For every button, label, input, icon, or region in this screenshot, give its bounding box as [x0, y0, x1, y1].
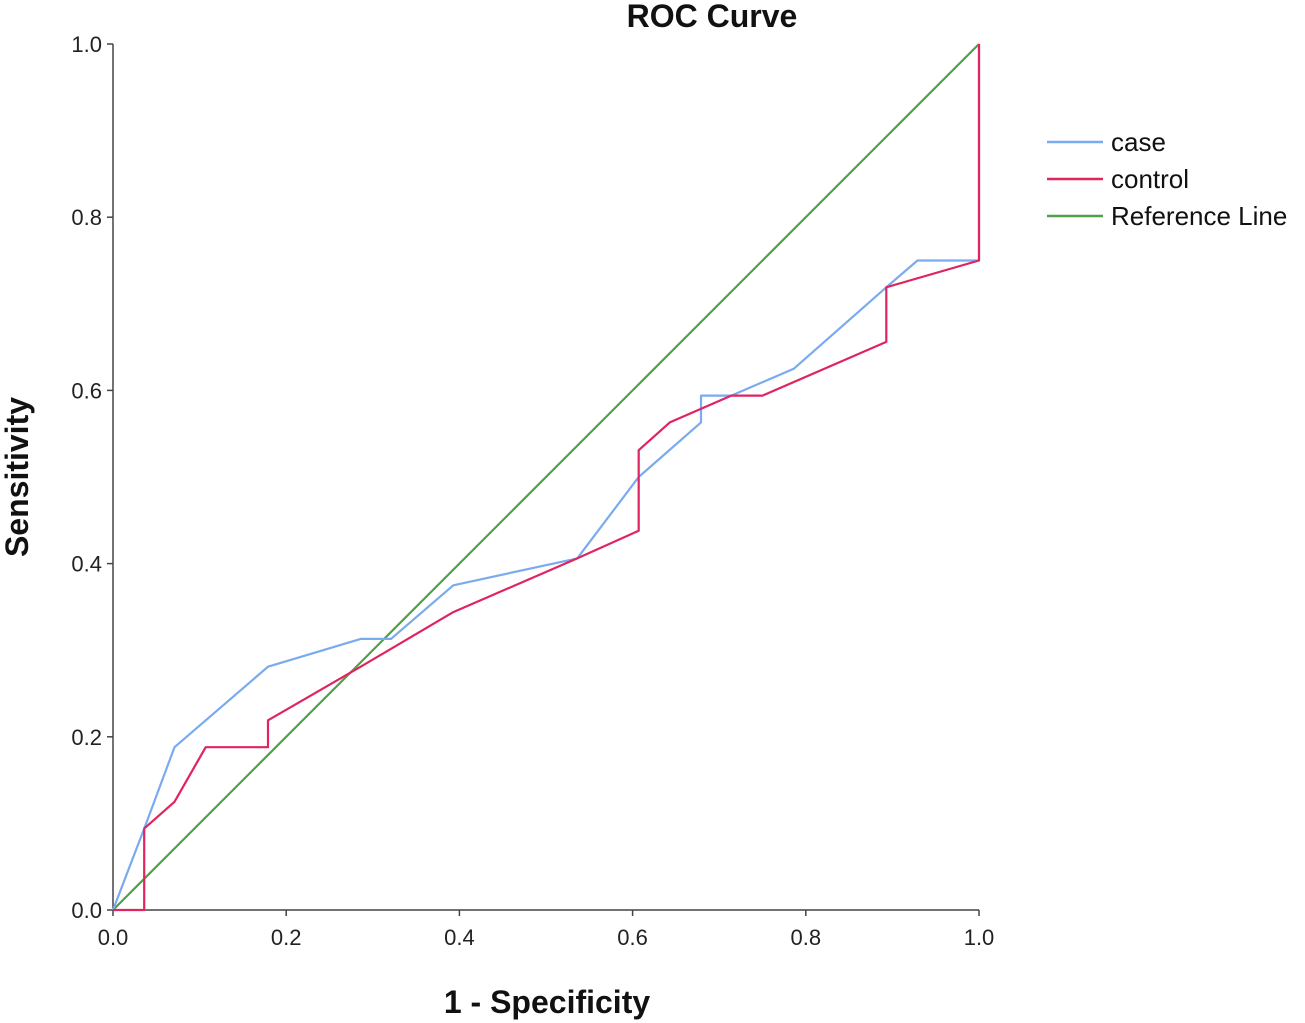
ticks: 0.0 0.2 0.4 0.6 0.8 1.0 0.0 0.2 0.4 0.6 0.8 1.0: [71, 32, 994, 950]
y-tick-label: 0.0: [71, 898, 102, 923]
x-tick-label: 0.0: [98, 925, 129, 950]
legend-label: control: [1111, 164, 1189, 194]
y-tick-label: 0.8: [71, 205, 102, 230]
y-tick-label: 0.6: [71, 378, 102, 403]
legend: case control Reference Line: [1047, 127, 1287, 231]
series-line-control: [113, 44, 981, 912]
x-tick-label: 1.0: [964, 925, 995, 950]
axes: [112, 44, 979, 911]
series-group: [111, 43, 981, 912]
x-tick-label: 0.8: [791, 925, 822, 950]
y-tick-label: 0.2: [71, 725, 102, 750]
x-tick-label: 0.2: [271, 925, 302, 950]
legend-label: case: [1111, 127, 1166, 157]
y-axis-title: Sensitivity: [0, 397, 35, 557]
chart-title: ROC Curve: [627, 0, 798, 34]
x-axis-title: 1 - Specificity: [444, 984, 651, 1020]
y-tick-label: 1.0: [71, 32, 102, 57]
y-tick-label: 0.4: [71, 552, 102, 577]
series-line-reference-line: [112, 43, 980, 911]
legend-label: Reference Line: [1111, 201, 1287, 231]
x-tick-label: 0.4: [444, 925, 475, 950]
x-tick-label: 0.6: [617, 925, 648, 950]
